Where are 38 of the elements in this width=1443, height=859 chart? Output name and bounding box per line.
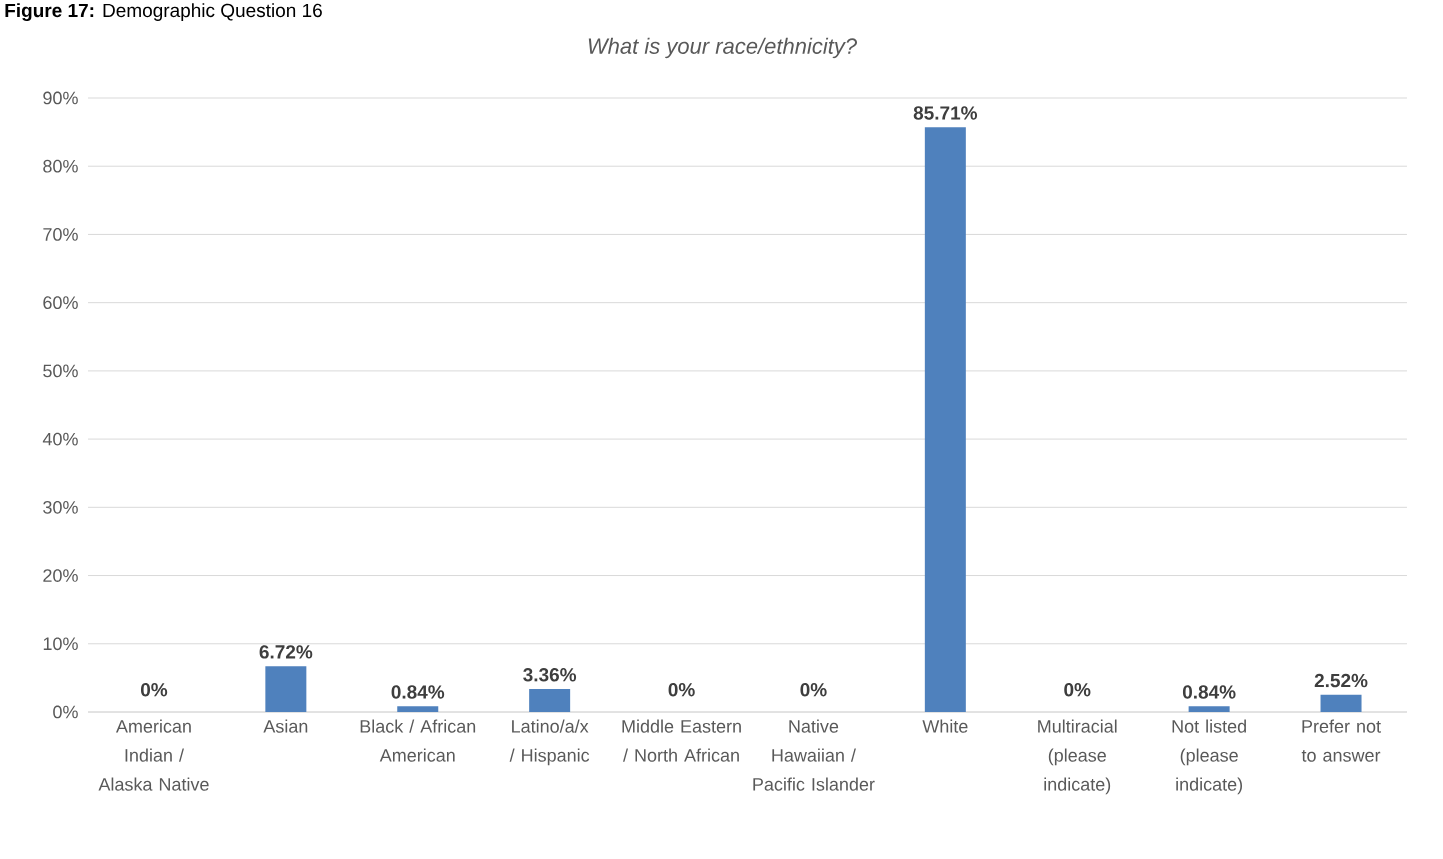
y-tick-label: 0%	[53, 705, 78, 719]
data-label: 0%	[140, 683, 168, 697]
y-tick-label: 80%	[43, 159, 78, 173]
x-tick-label: Prefer not to answer	[1301, 719, 1381, 762]
y-tick-label: 30%	[43, 500, 78, 514]
bar	[529, 689, 571, 712]
x-tick-label: Black / African American	[360, 719, 476, 762]
y-tick-label: 40%	[42, 432, 78, 446]
y-tick-label: 70%	[43, 228, 78, 241]
x-tick-label: Multiracial (please indicate)	[1038, 719, 1117, 795]
data-label: 2.52%	[1314, 673, 1368, 688]
chart-title: What is your race/ethnicity?	[588, 37, 858, 59]
y-tick-label: 20%	[43, 569, 78, 582]
x-tick-label: Asian	[263, 719, 308, 733]
data-label: 85.71%	[913, 106, 978, 120]
data-label: 3.36%	[523, 668, 577, 682]
data-label: 0%	[800, 683, 827, 697]
y-tick-label: 90%	[43, 91, 78, 105]
y-tick-label: 10%	[43, 637, 78, 651]
x-tick-label: White	[922, 719, 968, 733]
x-tick-label: Latino/a/x / Hispanic	[509, 719, 590, 766]
x-tick-label: Native Hawaiian / Pacific Islander	[753, 719, 875, 791]
bar	[265, 666, 307, 712]
x-tick-label: Not listed (please indicate)	[1172, 719, 1246, 795]
data-label: 0%	[1064, 683, 1091, 697]
text: Figure 17: Demographic Question 16	[5, 3, 322, 21]
y-tick-label: 50%	[43, 364, 78, 378]
bar	[924, 127, 966, 712]
data-label: 0.84%	[391, 685, 445, 699]
data-label: 0%	[668, 683, 695, 697]
x-tick-label: American Indian / Alaska Native	[98, 719, 209, 791]
x-tick-label: Middle Eastern / North African	[622, 719, 741, 762]
data-label: 6.72%	[259, 645, 313, 659]
y-tick-label: 60%	[43, 296, 78, 310]
bar	[397, 706, 439, 712]
bar	[1320, 694, 1362, 712]
data-label: 0.84%	[1182, 685, 1236, 699]
bar	[1188, 706, 1230, 712]
